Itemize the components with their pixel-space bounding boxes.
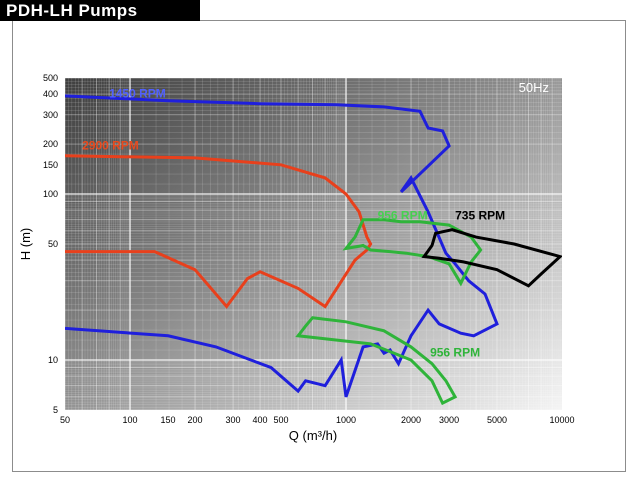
series-label: 956 RPM: [378, 209, 428, 223]
y-axis-label: H (m): [18, 228, 33, 261]
x-tick-label: 400: [253, 415, 268, 425]
x-tick-label: 500: [273, 415, 288, 425]
series-label: 956 RPM: [430, 346, 480, 360]
x-tick-label: 150: [161, 415, 176, 425]
y-tick-labels: 5 10 50 100 150 200 300 400 500: [43, 73, 58, 415]
x-axis-label: Q (m³/h): [289, 428, 337, 443]
series-labels: 1450 RPM 2900 RPM 956 RPM 956 RPM 735 RPM: [82, 86, 505, 359]
y-tick-label: 150: [43, 160, 58, 170]
title-tab: PDH-LH Pumps: [0, 0, 200, 21]
x-tick-labels: 50 100 150 200 300 400 500 1000 2000 3000 5000 1000…: [60, 415, 575, 425]
x-tick-label: 2000: [401, 415, 421, 425]
frequency-label: 50Hz: [519, 80, 549, 95]
y-tick-label: 5: [53, 405, 58, 415]
y-tick-label: 300: [43, 110, 58, 120]
series-1450-rpm-0: [65, 94, 499, 398]
chart-frame: [12, 20, 626, 472]
page-title: PDH-LH Pumps: [6, 1, 138, 20]
x-tick-label: 50: [60, 415, 70, 425]
grid-lines: [64, 77, 562, 411]
series-label: 735 RPM: [455, 209, 505, 223]
x-tick-label: 3000: [439, 415, 459, 425]
x-tick-label: 200: [188, 415, 203, 425]
y-tick-label: 200: [43, 139, 58, 149]
x-tick-label: 5000: [487, 415, 507, 425]
x-tick-label: 100: [123, 415, 138, 425]
y-tick-label: 100: [43, 189, 58, 199]
y-tick-label: 500: [43, 73, 58, 83]
y-tick-label: 50: [48, 239, 58, 249]
series-956-rpm-3: [295, 316, 458, 406]
y-tick-label: 400: [43, 89, 58, 99]
series-label: 2900 RPM: [82, 139, 139, 153]
y-tick-label: 10: [48, 355, 58, 365]
series-label: 1450 RPM: [109, 86, 166, 100]
x-tick-label: 300: [226, 415, 241, 425]
series-layer: [65, 94, 562, 406]
series-2900-rpm-1: [65, 154, 373, 309]
x-tick-label: 10000: [549, 415, 574, 425]
series-735-rpm-4: [421, 228, 562, 288]
x-tick-label: 1000: [336, 415, 356, 425]
series-956-rpm-2: [342, 218, 483, 287]
